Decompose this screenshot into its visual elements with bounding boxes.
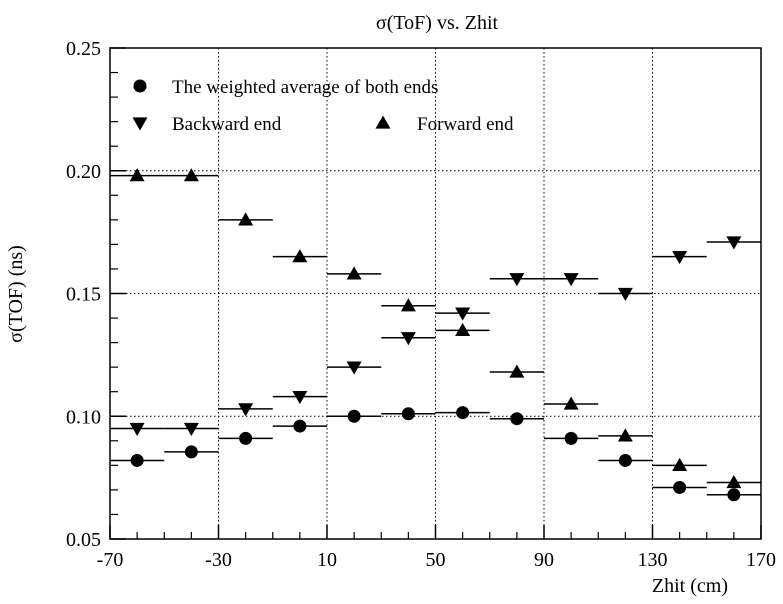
x-tick-label: 50 — [426, 549, 446, 571]
legend-marker — [133, 79, 147, 93]
y-tick-label: 0.05 — [66, 529, 101, 551]
legend-marker — [375, 115, 391, 129]
data-point-triangle-up — [617, 428, 633, 442]
data-point-triangle-down — [617, 287, 633, 301]
data-point-circle — [401, 407, 415, 421]
data-point-triangle-up — [183, 168, 199, 182]
legend: The weighted average of both ends Backwar… — [132, 77, 514, 135]
legend-label: Backward end — [172, 114, 282, 135]
data-point-triangle-down — [455, 307, 471, 321]
y-tick-label: 0.25 — [66, 38, 101, 60]
chart-title: σ(ToF) vs. Zhit — [376, 12, 499, 34]
data-point-circle — [618, 453, 632, 467]
data-point-circle — [184, 445, 198, 459]
x-axis-label: Zhit (cm) — [652, 575, 728, 597]
y-tick-label: 0.15 — [66, 284, 101, 306]
data-point-circle — [239, 431, 253, 445]
data-point-triangle-down — [183, 422, 199, 437]
data-point-triangle-up — [509, 364, 525, 378]
data-point-triangle-up — [563, 396, 579, 410]
data-point-triangle-up — [400, 298, 416, 312]
data-point-triangle-down — [563, 273, 579, 287]
data-point-circle — [564, 431, 578, 445]
x-tick-label: -30 — [205, 549, 232, 571]
y-axis-label: σ(TOF) (ns) — [5, 245, 27, 343]
data-point-triangle-up — [672, 457, 688, 471]
y-tick-label: 0.20 — [66, 161, 101, 183]
data-point-circle — [130, 453, 144, 467]
x-tick-label: -70 — [97, 549, 124, 571]
data-point-triangle-up — [238, 212, 254, 226]
data-point-triangle-down — [238, 403, 254, 417]
x-tick-label: 10 — [317, 549, 337, 571]
data-point-circle — [347, 409, 361, 423]
data-point-circle — [456, 406, 470, 420]
data-layer — [110, 168, 761, 502]
x-tick-label: 90 — [534, 549, 554, 571]
legend-label: The weighted average of both ends — [172, 77, 438, 98]
data-point-triangle-down — [672, 251, 688, 265]
data-point-triangle-down — [726, 236, 742, 250]
y-tick-label: 0.10 — [66, 406, 101, 428]
grid — [110, 48, 761, 539]
data-point-triangle-up — [726, 475, 742, 489]
data-point-circle — [727, 488, 741, 502]
data-point-triangle-down — [346, 361, 362, 375]
x-tick-label: 170 — [746, 549, 776, 571]
data-point-triangle-down — [400, 332, 416, 346]
data-point-triangle-down — [129, 422, 145, 437]
data-point-triangle-up — [129, 168, 145, 182]
data-point-triangle-up — [455, 322, 471, 336]
data-point-circle — [293, 419, 307, 433]
data-point-triangle-up — [292, 249, 308, 263]
data-point-triangle-down — [509, 273, 525, 287]
data-point-triangle-down — [292, 390, 308, 405]
axis-ticks: -70 -30 10 50 90 130 170 0.05 0.10 0.15 0.20 0.25 — [66, 38, 776, 571]
data-point-circle — [510, 412, 524, 426]
data-point-circle — [673, 480, 687, 494]
data-point-triangle-up — [346, 266, 362, 280]
legend-label: Forward end — [417, 114, 514, 135]
x-tick-label: 130 — [638, 549, 668, 571]
legend-marker — [132, 117, 148, 131]
